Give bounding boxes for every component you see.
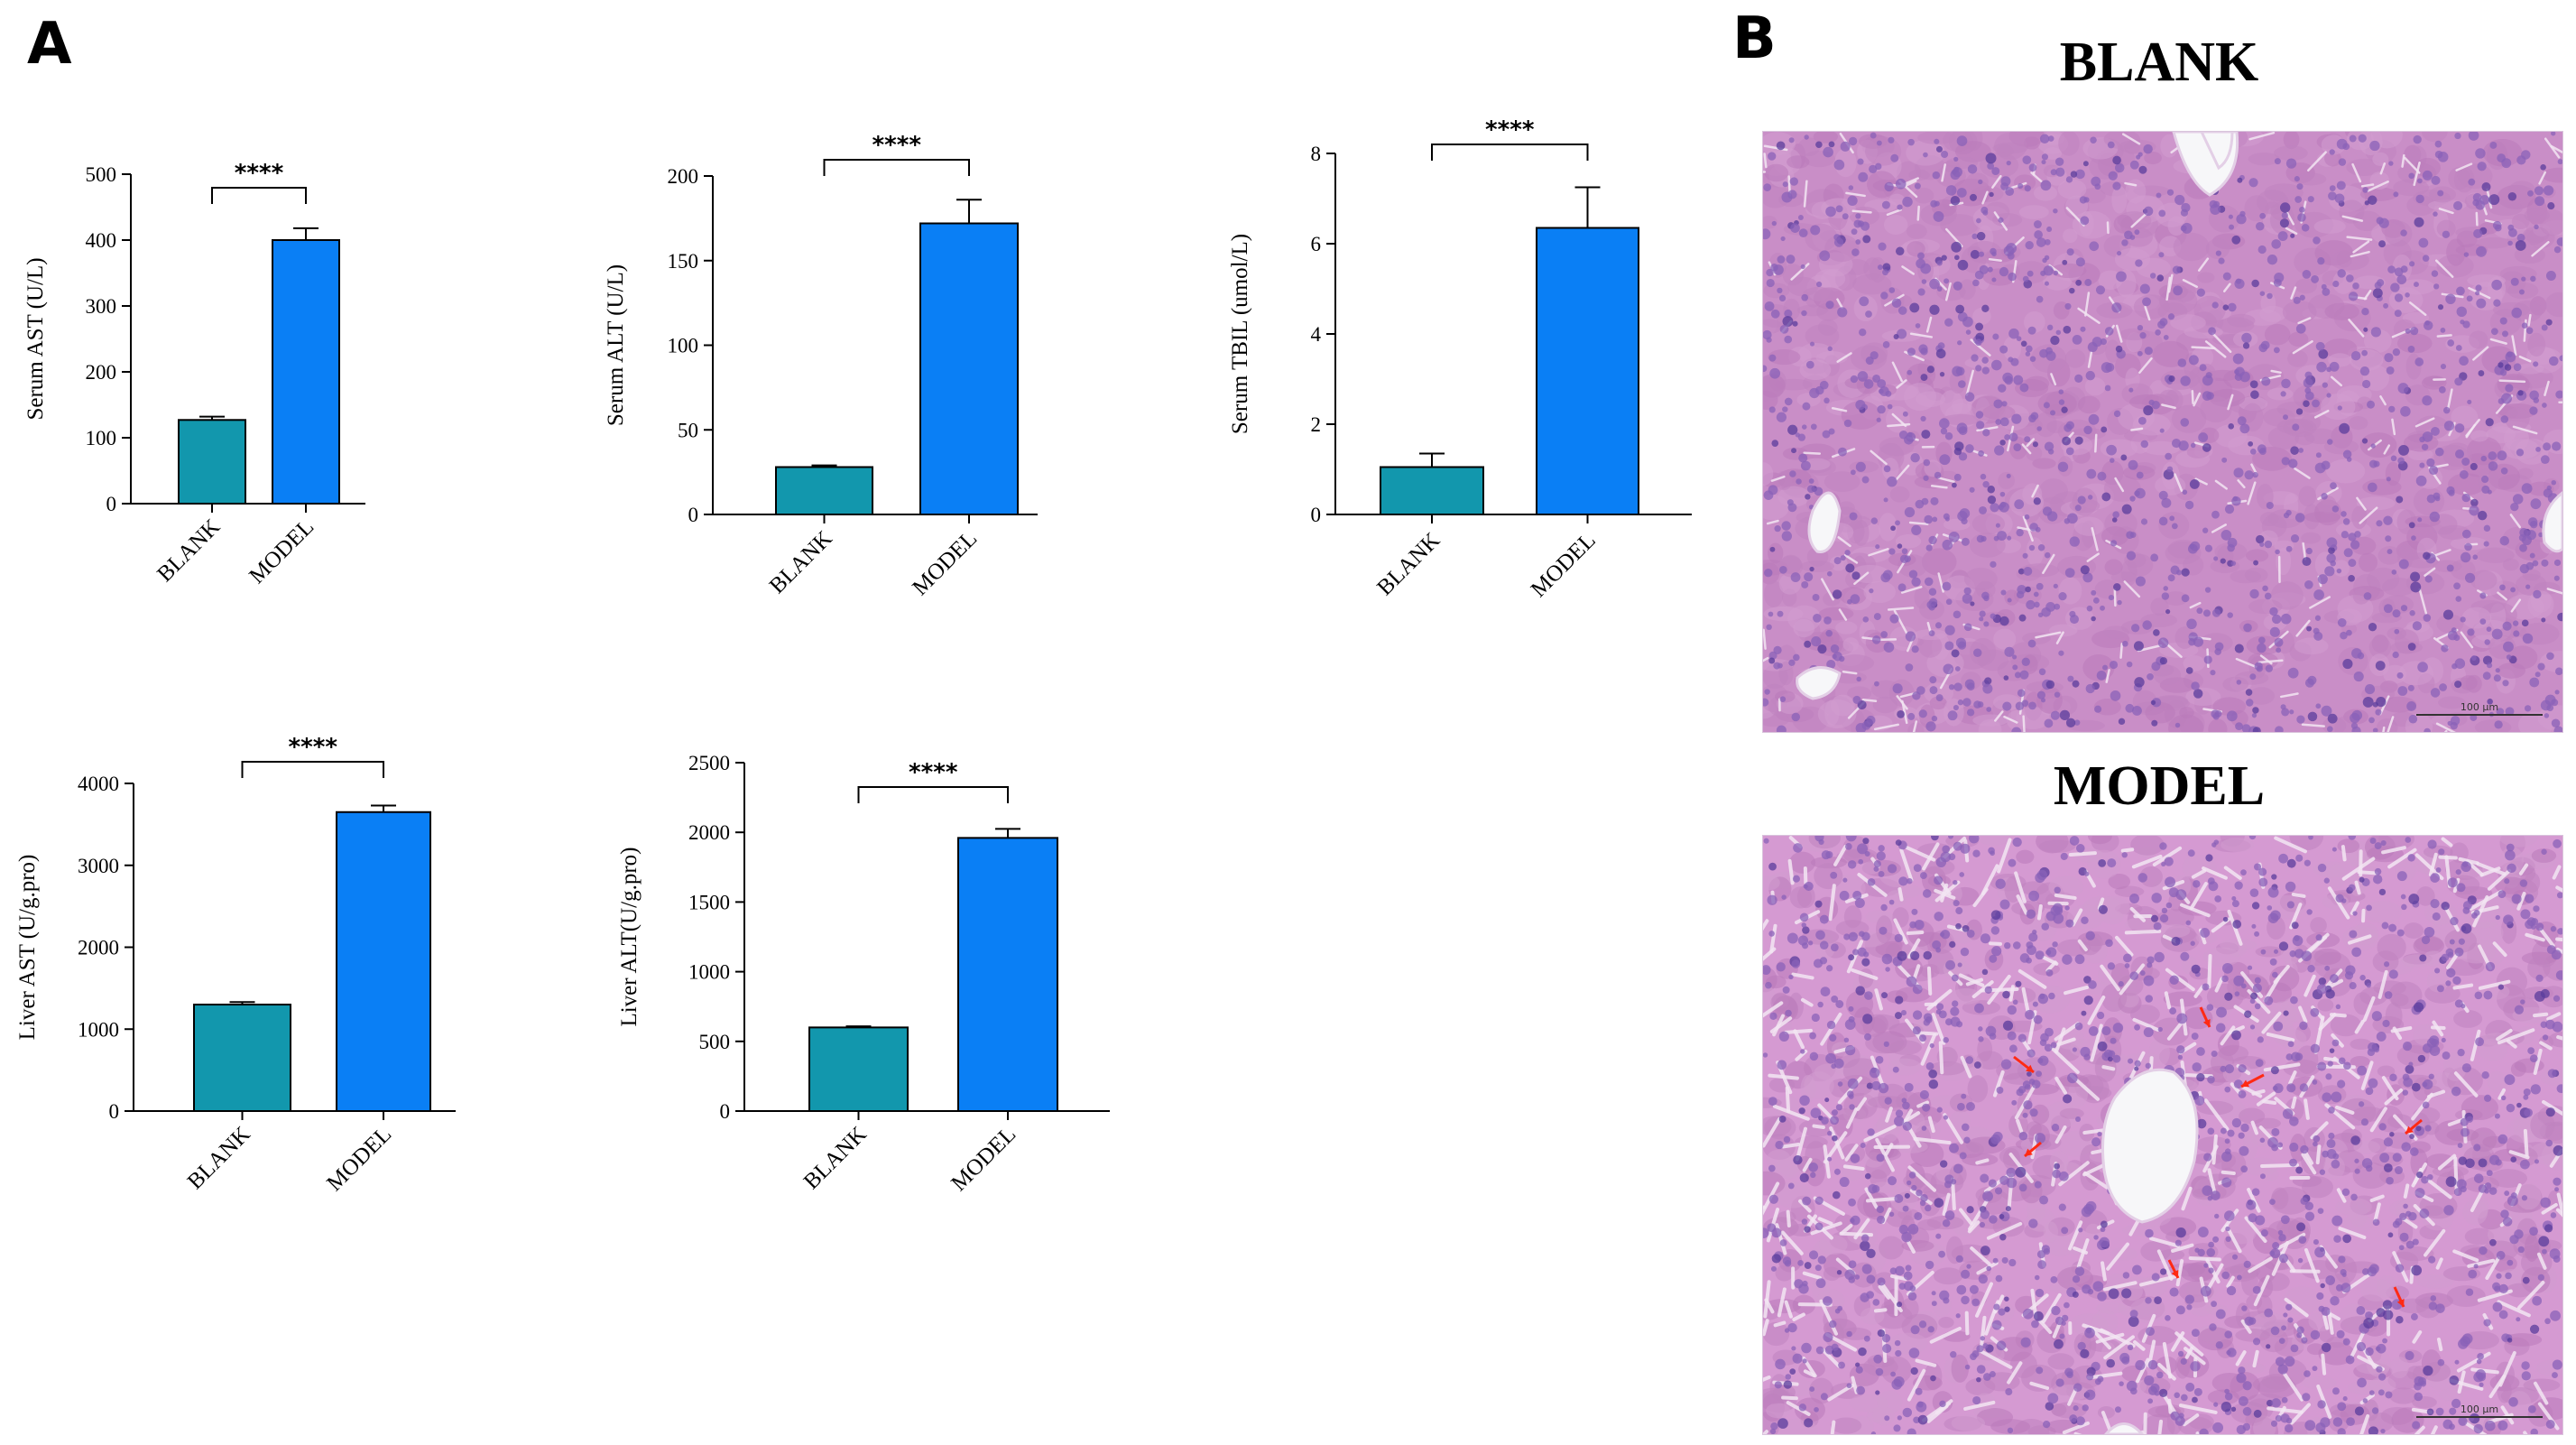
y-tick-label: 1500: [688, 891, 730, 913]
vessel-lumen: [1807, 491, 1842, 553]
category-label-model: MODEL: [245, 514, 319, 588]
chart-4: 0 1000 2000 3000 4000 Liver AST (U/g.pro) BLAN…: [15, 734, 456, 1196]
histology-blank-image: 100 μm: [1762, 131, 2563, 733]
histology-model-image: 100 μm: [1762, 835, 2563, 1435]
y-tick-label: 50: [678, 419, 698, 441]
y-tick-label: 1000: [78, 1018, 119, 1041]
significance-bracket: [823, 159, 970, 176]
significance-bracket: [1431, 144, 1589, 161]
y-tick-label: 200: [86, 361, 117, 384]
red-arrow-head-icon: [2025, 1148, 2033, 1156]
bar-blank: [775, 466, 873, 515]
category-label-blank: BLANK: [183, 1122, 255, 1194]
y-tick-label: 6: [1311, 233, 1322, 255]
significance-label: ****: [1485, 116, 1535, 144]
panel-a-label: A: [27, 11, 72, 78]
significance-bracket: [211, 187, 307, 204]
y-axis-title: Serum ALT (U/L): [604, 264, 628, 426]
y-tick-label: 200: [668, 165, 699, 188]
category-label-blank: BLANK: [765, 526, 837, 598]
y-tick-label: 0: [109, 1100, 120, 1123]
vessel-lumen: [2101, 1068, 2199, 1224]
y-tick-label: 500: [86, 163, 117, 186]
bar-model: [336, 810, 431, 1112]
y-tick-label: 0: [688, 504, 699, 526]
y-axis-title: Serum TBIL (umol/L): [1228, 234, 1252, 434]
category-label-blank: BLANK: [1372, 528, 1445, 600]
y-tick-label: 100: [86, 427, 117, 449]
y-axis-title: Liver ALT(U/g.pro): [617, 847, 642, 1026]
y-axis-title: Liver AST (U/g.pro): [15, 855, 40, 1041]
y-tick-label: 0: [720, 1100, 731, 1123]
histology-blank-title: BLANK: [2059, 32, 2259, 93]
y-tick-label: 2000: [78, 937, 119, 959]
y-axis-title: Serum AST (U/L): [23, 257, 48, 420]
y-tick-label: 2000: [688, 821, 730, 844]
bar-blank: [808, 1026, 909, 1112]
vessel-lumen: [1796, 666, 1842, 700]
vessel-lumen: [2200, 132, 2234, 171]
y-tick-label: 500: [699, 1031, 731, 1053]
bar-model: [1536, 227, 1639, 515]
significance-bracket: [857, 786, 1009, 803]
significance-label: ****: [289, 734, 338, 761]
panel-b-label: B: [1732, 5, 1777, 72]
y-tick-label: 0: [106, 493, 117, 515]
category-label-model: MODEL: [1527, 528, 1601, 602]
vessel-lumen: [2542, 491, 2562, 553]
red-arrow-head-icon: [2026, 1064, 2034, 1072]
y-tick-label: 4000: [78, 773, 119, 795]
significance-label: ****: [235, 160, 284, 187]
y-tick-label: 1000: [688, 961, 730, 984]
category-label-model: MODEL: [322, 1122, 396, 1196]
red-arrow-head-icon: [2171, 1270, 2179, 1278]
histology-blank-tissue: [1763, 132, 2562, 732]
red-arrow-head-icon: [2396, 1299, 2405, 1307]
y-tick-label: 2: [1311, 413, 1322, 436]
significance-label: ****: [909, 759, 958, 786]
chart-5: 0 500 1000 1500 2000 2500 Liver ALT(U/g.pro) BL…: [617, 752, 1110, 1196]
y-tick-label: 0: [1311, 504, 1322, 526]
y-tick-label: 3000: [78, 855, 119, 877]
red-arrow-head-icon: [2241, 1079, 2249, 1088]
bar-blank: [1380, 466, 1484, 515]
chart-2: 0 50 100 150 200 Serum ALT (U/L) BLANK MODEL ***…: [604, 132, 1038, 600]
category-label-blank: BLANK: [799, 1122, 872, 1194]
histology-model-tissue: [1763, 836, 2562, 1434]
bar-model: [957, 837, 1058, 1112]
bar-blank: [178, 419, 246, 505]
category-label-model: MODEL: [908, 526, 982, 600]
significance-bracket: [241, 761, 384, 778]
histology-model-title: MODEL: [2053, 755, 2266, 817]
red-arrow-head-icon: [2202, 1019, 2211, 1027]
category-label-blank: BLANK: [152, 514, 225, 587]
scale-bar-blank: 100 μm: [2416, 701, 2543, 716]
bar-model: [919, 222, 1019, 515]
category-label-model: MODEL: [946, 1122, 1020, 1196]
bar-blank: [193, 1004, 291, 1113]
y-tick-label: 8: [1311, 143, 1322, 165]
y-tick-label: 4: [1311, 323, 1322, 346]
scale-bar-model: 100 μm: [2416, 1403, 2543, 1418]
significance-label: ****: [873, 132, 922, 159]
y-tick-label: 100: [668, 335, 699, 357]
y-tick-label: 400: [86, 229, 117, 252]
chart-3: 0 2 4 6 8 Serum TBIL (umol/L) BLANK MODEL ****: [1228, 116, 1692, 602]
chart-1: 0 100 200 300 400 500 Serum AST (U/L) BLANK MODE…: [23, 160, 365, 588]
red-arrow-head-icon: [2405, 1125, 2414, 1134]
bar-model: [272, 239, 340, 505]
y-tick-label: 300: [86, 295, 117, 318]
y-tick-label: 2500: [688, 752, 730, 774]
vessel-lumen: [2104, 1422, 2144, 1434]
y-tick-label: 150: [668, 250, 699, 273]
